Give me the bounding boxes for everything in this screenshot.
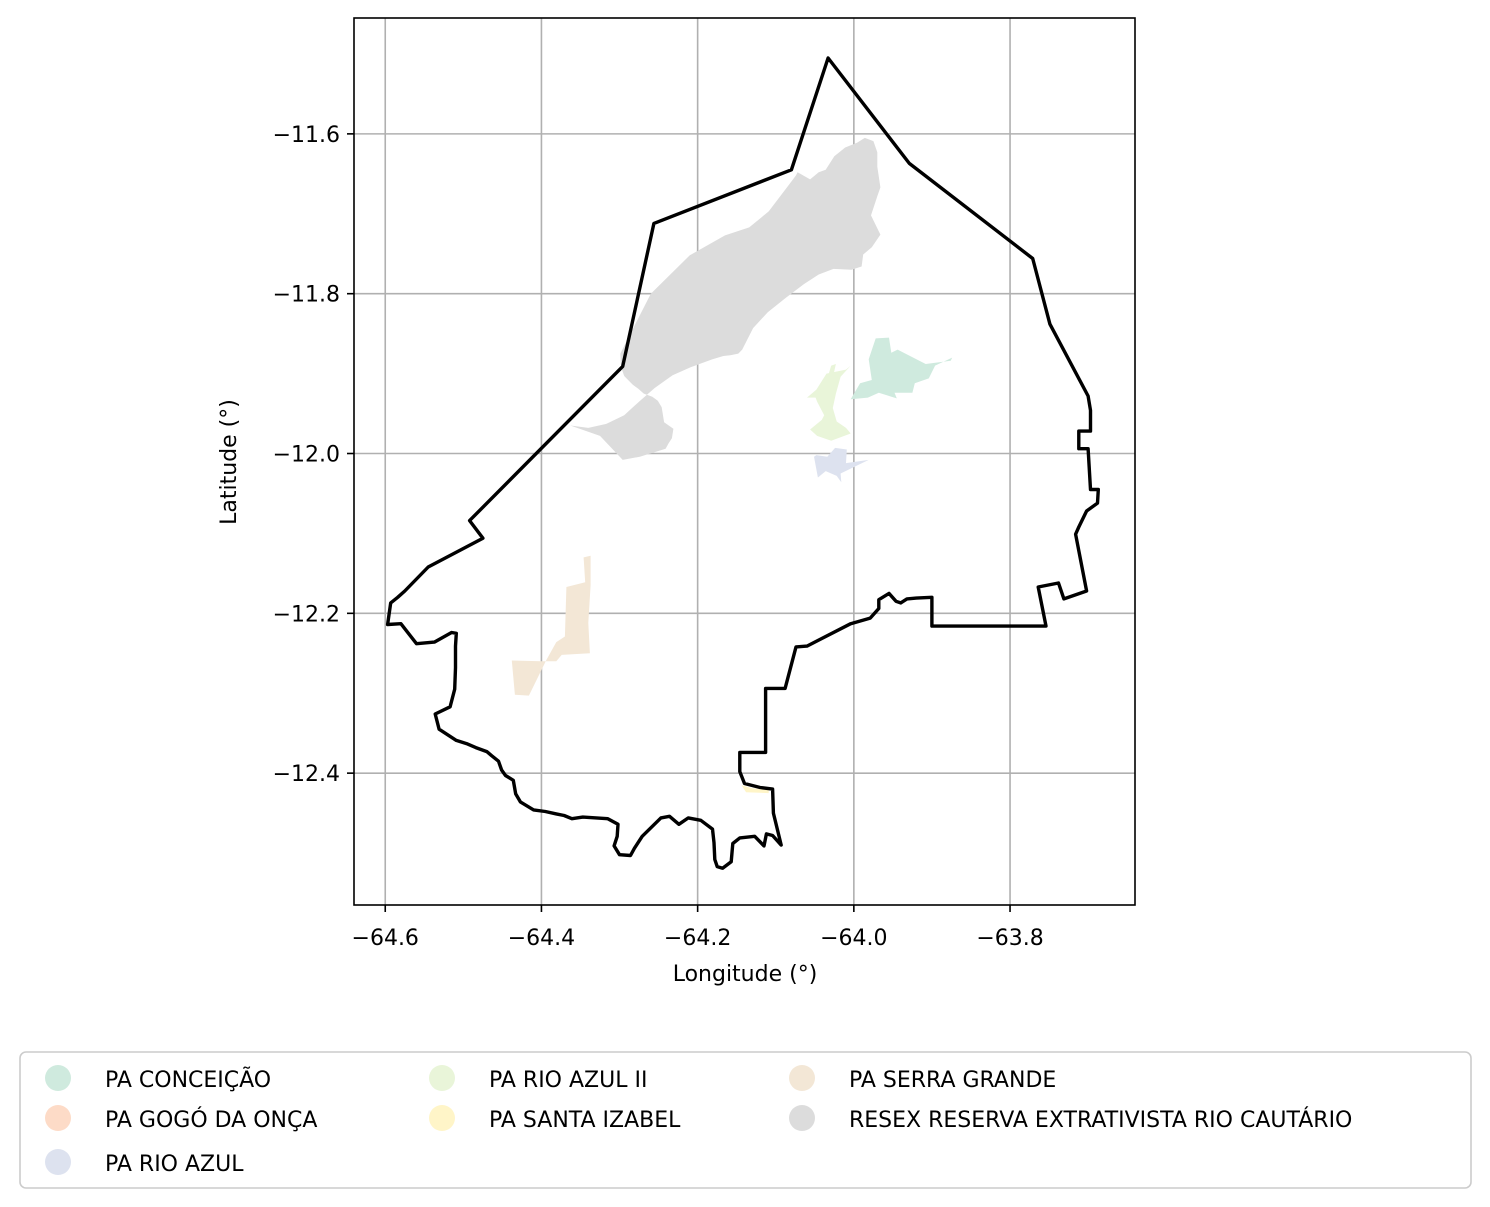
legend-marker bbox=[45, 1149, 71, 1175]
x-tick-label: −64.2 bbox=[664, 926, 731, 951]
protected-areas bbox=[511, 137, 953, 794]
x-axis-title: Longitude (°) bbox=[673, 962, 818, 987]
y-tick-label: −12.2 bbox=[273, 602, 340, 627]
area-pa-rio-azul bbox=[814, 447, 869, 483]
y-tick-label: −12.4 bbox=[273, 762, 340, 787]
x-tick-label: −64.0 bbox=[820, 926, 887, 951]
x-tick-label: −64.6 bbox=[352, 926, 419, 951]
y-tick-label: −12.0 bbox=[273, 443, 340, 468]
legend-marker bbox=[45, 1105, 71, 1131]
y-tick-label: −11.6 bbox=[273, 123, 340, 148]
area-resex-reserva-extrativista-rio-cautario bbox=[570, 137, 881, 460]
area-pa-conceicao bbox=[850, 337, 953, 400]
area-pa-rio-azul-ii bbox=[822, 364, 836, 386]
plot-frame bbox=[353, 17, 1136, 906]
legend: PA CONCEIÇÃO PA GOGÓ DA ONÇA PA RIO AZUL PA… bbox=[19, 1051, 1472, 1189]
area-pa-santa-izabel bbox=[741, 785, 769, 794]
municipality-boundary bbox=[385, 56, 1100, 870]
x-tick-label: −63.8 bbox=[976, 926, 1043, 951]
legend-label: PA SERRA GRANDE bbox=[849, 1068, 1056, 1093]
legend-label: PA RIO AZUL bbox=[105, 1152, 244, 1177]
legend-marker bbox=[429, 1105, 455, 1131]
legend-label: PA GOGÓ DA ONÇA bbox=[105, 1107, 317, 1133]
area-pa-rio-azul-ii bbox=[807, 365, 851, 441]
x-tick-label: −64.4 bbox=[508, 926, 575, 951]
legend-marker bbox=[429, 1065, 455, 1091]
legend-label: PA CONCEIÇÃO bbox=[105, 1066, 271, 1093]
legend-marker bbox=[789, 1105, 815, 1131]
legend-label: PA SANTA IZABEL bbox=[489, 1108, 681, 1133]
legend-label: PA RIO AZUL II bbox=[489, 1068, 647, 1093]
legend-label: RESEX RESERVA EXTRATIVISTA RIO CAUTÁRIO bbox=[849, 1107, 1352, 1133]
legend-marker bbox=[789, 1065, 815, 1091]
legend-marker bbox=[45, 1065, 71, 1091]
area-pa-serra-grande bbox=[511, 555, 591, 696]
axis-ticks: −64.6 −64.4 −64.2 −64.0 −63.8 −11.6 −11.8 −12.0… bbox=[273, 123, 1044, 951]
y-tick-label: −11.8 bbox=[273, 283, 340, 308]
boundary-outline bbox=[385, 56, 1100, 870]
legend-frame bbox=[19, 1051, 1472, 1189]
y-axis-title: Latitude (°) bbox=[217, 399, 242, 525]
